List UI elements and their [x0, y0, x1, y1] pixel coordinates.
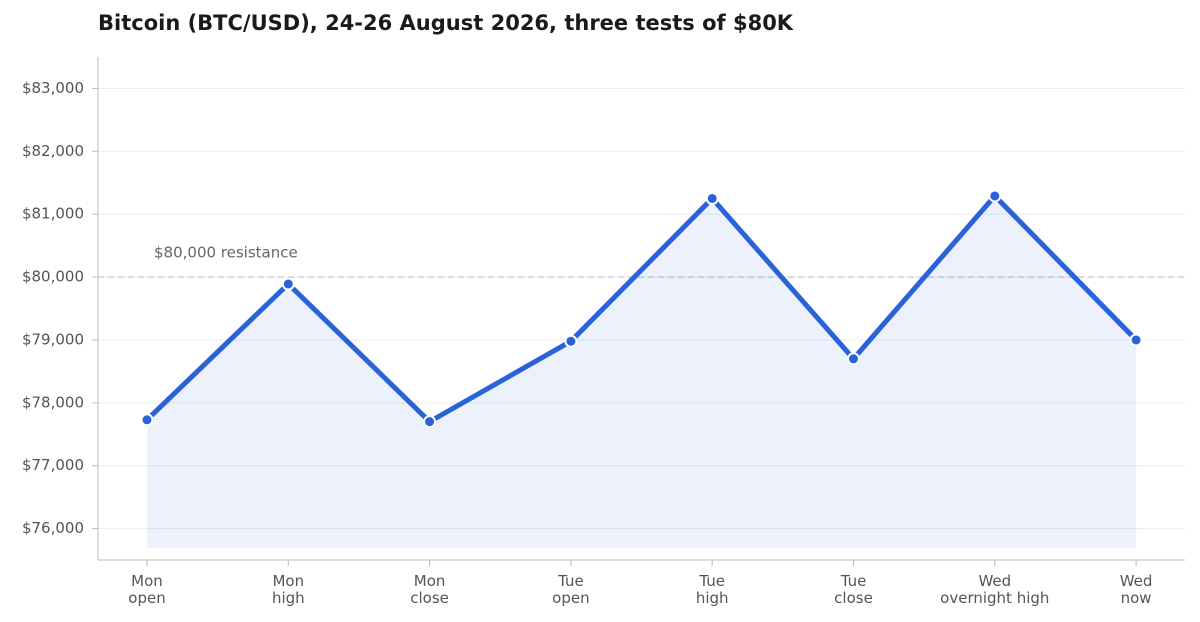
point [1129, 333, 1143, 347]
chart-title: Bitcoin (BTC/USD), 24-26 August 2026, th… [98, 11, 794, 35]
y-tick-label: $79,000 [22, 330, 84, 348]
x-tick-label: Wed now [1119, 572, 1153, 607]
y-tick-label: $82,000 [22, 142, 84, 160]
point [847, 352, 860, 366]
y-tick-label: $80,000 [22, 268, 84, 286]
point [281, 277, 295, 291]
y-tick-label: $81,000 [22, 205, 84, 223]
x-tick-label: Mon open [128, 572, 166, 607]
reference-label: $80,000 resistance [154, 244, 298, 262]
line [145, 192, 1138, 425]
point [140, 413, 154, 427]
x-tick-label: Tue open [552, 572, 590, 607]
x-tick-label: Tue close [834, 572, 873, 607]
x-tick-label: Mon high [271, 572, 305, 607]
point [705, 191, 719, 205]
area [147, 195, 1137, 549]
x-tick-label: Tue high [695, 572, 729, 607]
x-tick-label: Wed overnight high [940, 572, 1050, 607]
y-tick-label: $78,000 [22, 393, 84, 411]
point [423, 415, 437, 429]
y-tick-label: $83,000 [22, 79, 84, 97]
y-tick-label: $77,000 [22, 456, 84, 474]
point [988, 189, 1002, 203]
point [564, 334, 578, 348]
y-tick-label: $76,000 [22, 519, 84, 537]
x-tick-label: Mon close [410, 572, 449, 607]
